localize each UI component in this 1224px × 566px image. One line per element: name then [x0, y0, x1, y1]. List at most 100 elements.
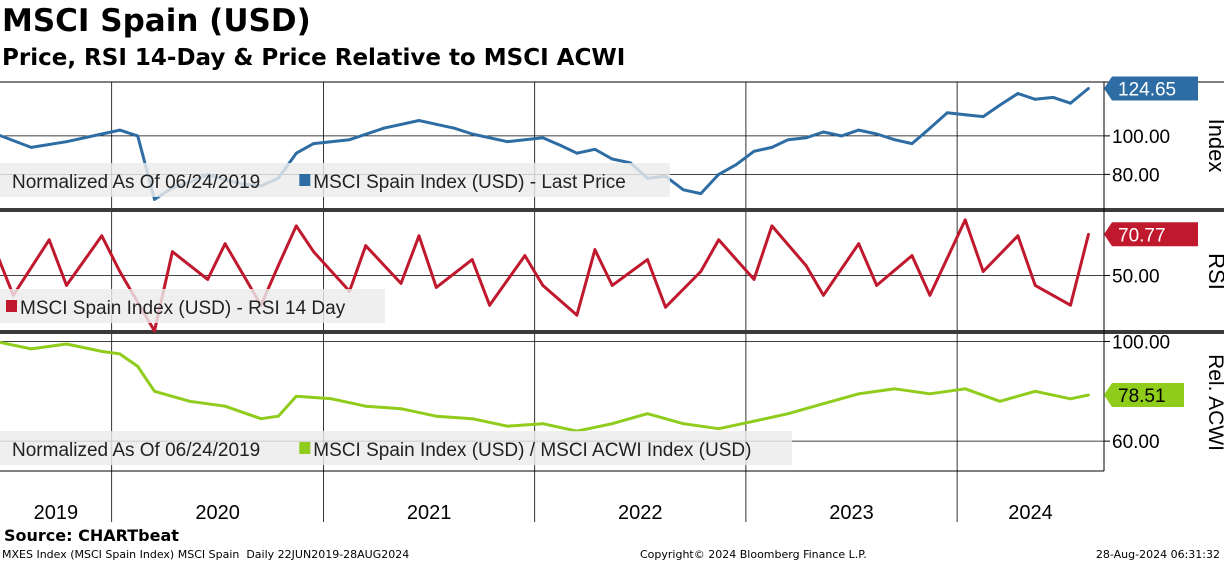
data-point — [770, 146, 774, 149]
data-point — [470, 132, 474, 136]
data-point — [945, 111, 949, 115]
data-point — [981, 115, 985, 119]
legend-price: Normalized As Of 06/24/2019 MSCI Spain In… — [0, 163, 670, 197]
y-tick-label: 100.00 — [1112, 127, 1170, 148]
data-point — [928, 293, 932, 297]
data-point — [294, 224, 298, 228]
data-point — [786, 412, 790, 416]
data-point — [118, 270, 122, 273]
data-point — [452, 126, 456, 130]
data-point — [417, 119, 421, 122]
legend-label: MSCI Spain Index (USD) / MSCI ACWI Index… — [313, 440, 751, 461]
data-point — [822, 130, 825, 134]
data-point — [364, 244, 368, 248]
data-point — [752, 278, 756, 281]
data-point — [575, 313, 579, 317]
data-point — [188, 399, 192, 403]
y-axis-label: RSI — [1204, 253, 1224, 290]
data-point — [1069, 101, 1072, 105]
data-point — [294, 394, 298, 398]
data-point — [857, 128, 861, 132]
x-tick-label: 2020 — [195, 502, 240, 524]
data-point — [717, 172, 721, 176]
data-point — [893, 387, 897, 391]
y-tick-label: 50.00 — [1112, 266, 1160, 287]
data-point — [506, 424, 509, 428]
data-point — [541, 422, 545, 426]
data-point — [857, 392, 861, 396]
data-point — [786, 138, 790, 142]
data-point — [1033, 389, 1037, 393]
legend-relative: Normalized As Of 06/24/2019 MSCI Spain In… — [0, 431, 792, 465]
y-tick-label: 60.00 — [1112, 432, 1160, 453]
data-point — [1051, 95, 1055, 99]
data-point — [646, 258, 649, 261]
data-point — [1016, 234, 1020, 238]
data-point — [100, 132, 104, 136]
legend-swatch — [299, 442, 311, 454]
data-point — [1069, 303, 1072, 307]
footer-timestamp: 28-Aug-2024 06:31:32 — [1095, 548, 1220, 561]
data-point — [1087, 232, 1090, 236]
data-point — [488, 303, 491, 307]
last-value-label: 70.77 — [1104, 222, 1198, 247]
data-point — [223, 404, 227, 408]
data-point — [981, 270, 985, 273]
data-point — [682, 188, 685, 192]
legend-label: MSCI Spain Index (USD) - Last Price — [313, 172, 626, 193]
data-point — [223, 242, 227, 246]
data-point — [206, 278, 210, 281]
data-point — [470, 417, 474, 421]
legend-rsi: MSCI Spain Index (USD) - RSI 14 Day — [0, 289, 385, 323]
data-point — [417, 234, 421, 238]
data-point — [1069, 397, 1072, 401]
legend-background — [0, 289, 385, 323]
data-point — [928, 126, 932, 130]
data-point — [399, 282, 403, 285]
data-point — [610, 283, 614, 287]
data-point — [65, 140, 68, 144]
x-tick-label: 2019 — [34, 502, 79, 524]
data-point — [276, 414, 280, 418]
data-point — [699, 192, 703, 196]
data-point — [100, 234, 104, 238]
data-point — [118, 352, 122, 356]
data-point — [171, 250, 174, 254]
legend-background — [0, 163, 670, 197]
data-point — [559, 144, 563, 147]
legend-swatch — [299, 174, 311, 186]
data-point — [822, 293, 825, 297]
last-value-text: 124.65 — [1118, 79, 1176, 100]
data-point — [523, 254, 527, 258]
data-point — [593, 248, 597, 252]
y-axis-label: Rel. ACWI — [1204, 354, 1224, 451]
footer-copyright: Copyright© 2024 Bloomberg Finance L.P. — [640, 548, 867, 561]
data-point — [259, 417, 263, 421]
legend-background — [0, 431, 792, 465]
data-point — [29, 146, 33, 149]
data-point — [875, 132, 879, 136]
data-point — [822, 402, 825, 406]
data-point — [118, 128, 122, 132]
data-point — [752, 149, 756, 153]
data-point — [382, 126, 386, 130]
panel-divider — [0, 208, 1224, 212]
x-tick-label: 2023 — [829, 502, 874, 524]
data-point — [434, 285, 438, 289]
last-value-text: 78.51 — [1118, 386, 1166, 407]
data-point — [998, 103, 1002, 107]
data-point — [610, 157, 614, 161]
data-point — [1087, 87, 1090, 90]
data-point — [804, 136, 808, 140]
data-point — [770, 224, 774, 228]
data-point — [506, 140, 509, 144]
data-point — [717, 427, 721, 431]
data-point — [136, 134, 140, 138]
series-line-relative — [0, 340, 1089, 433]
data-point — [1033, 97, 1037, 101]
data-point — [47, 238, 51, 242]
data-point — [717, 238, 721, 242]
data-point — [1087, 393, 1090, 397]
data-point — [312, 250, 316, 254]
data-point — [910, 142, 914, 145]
